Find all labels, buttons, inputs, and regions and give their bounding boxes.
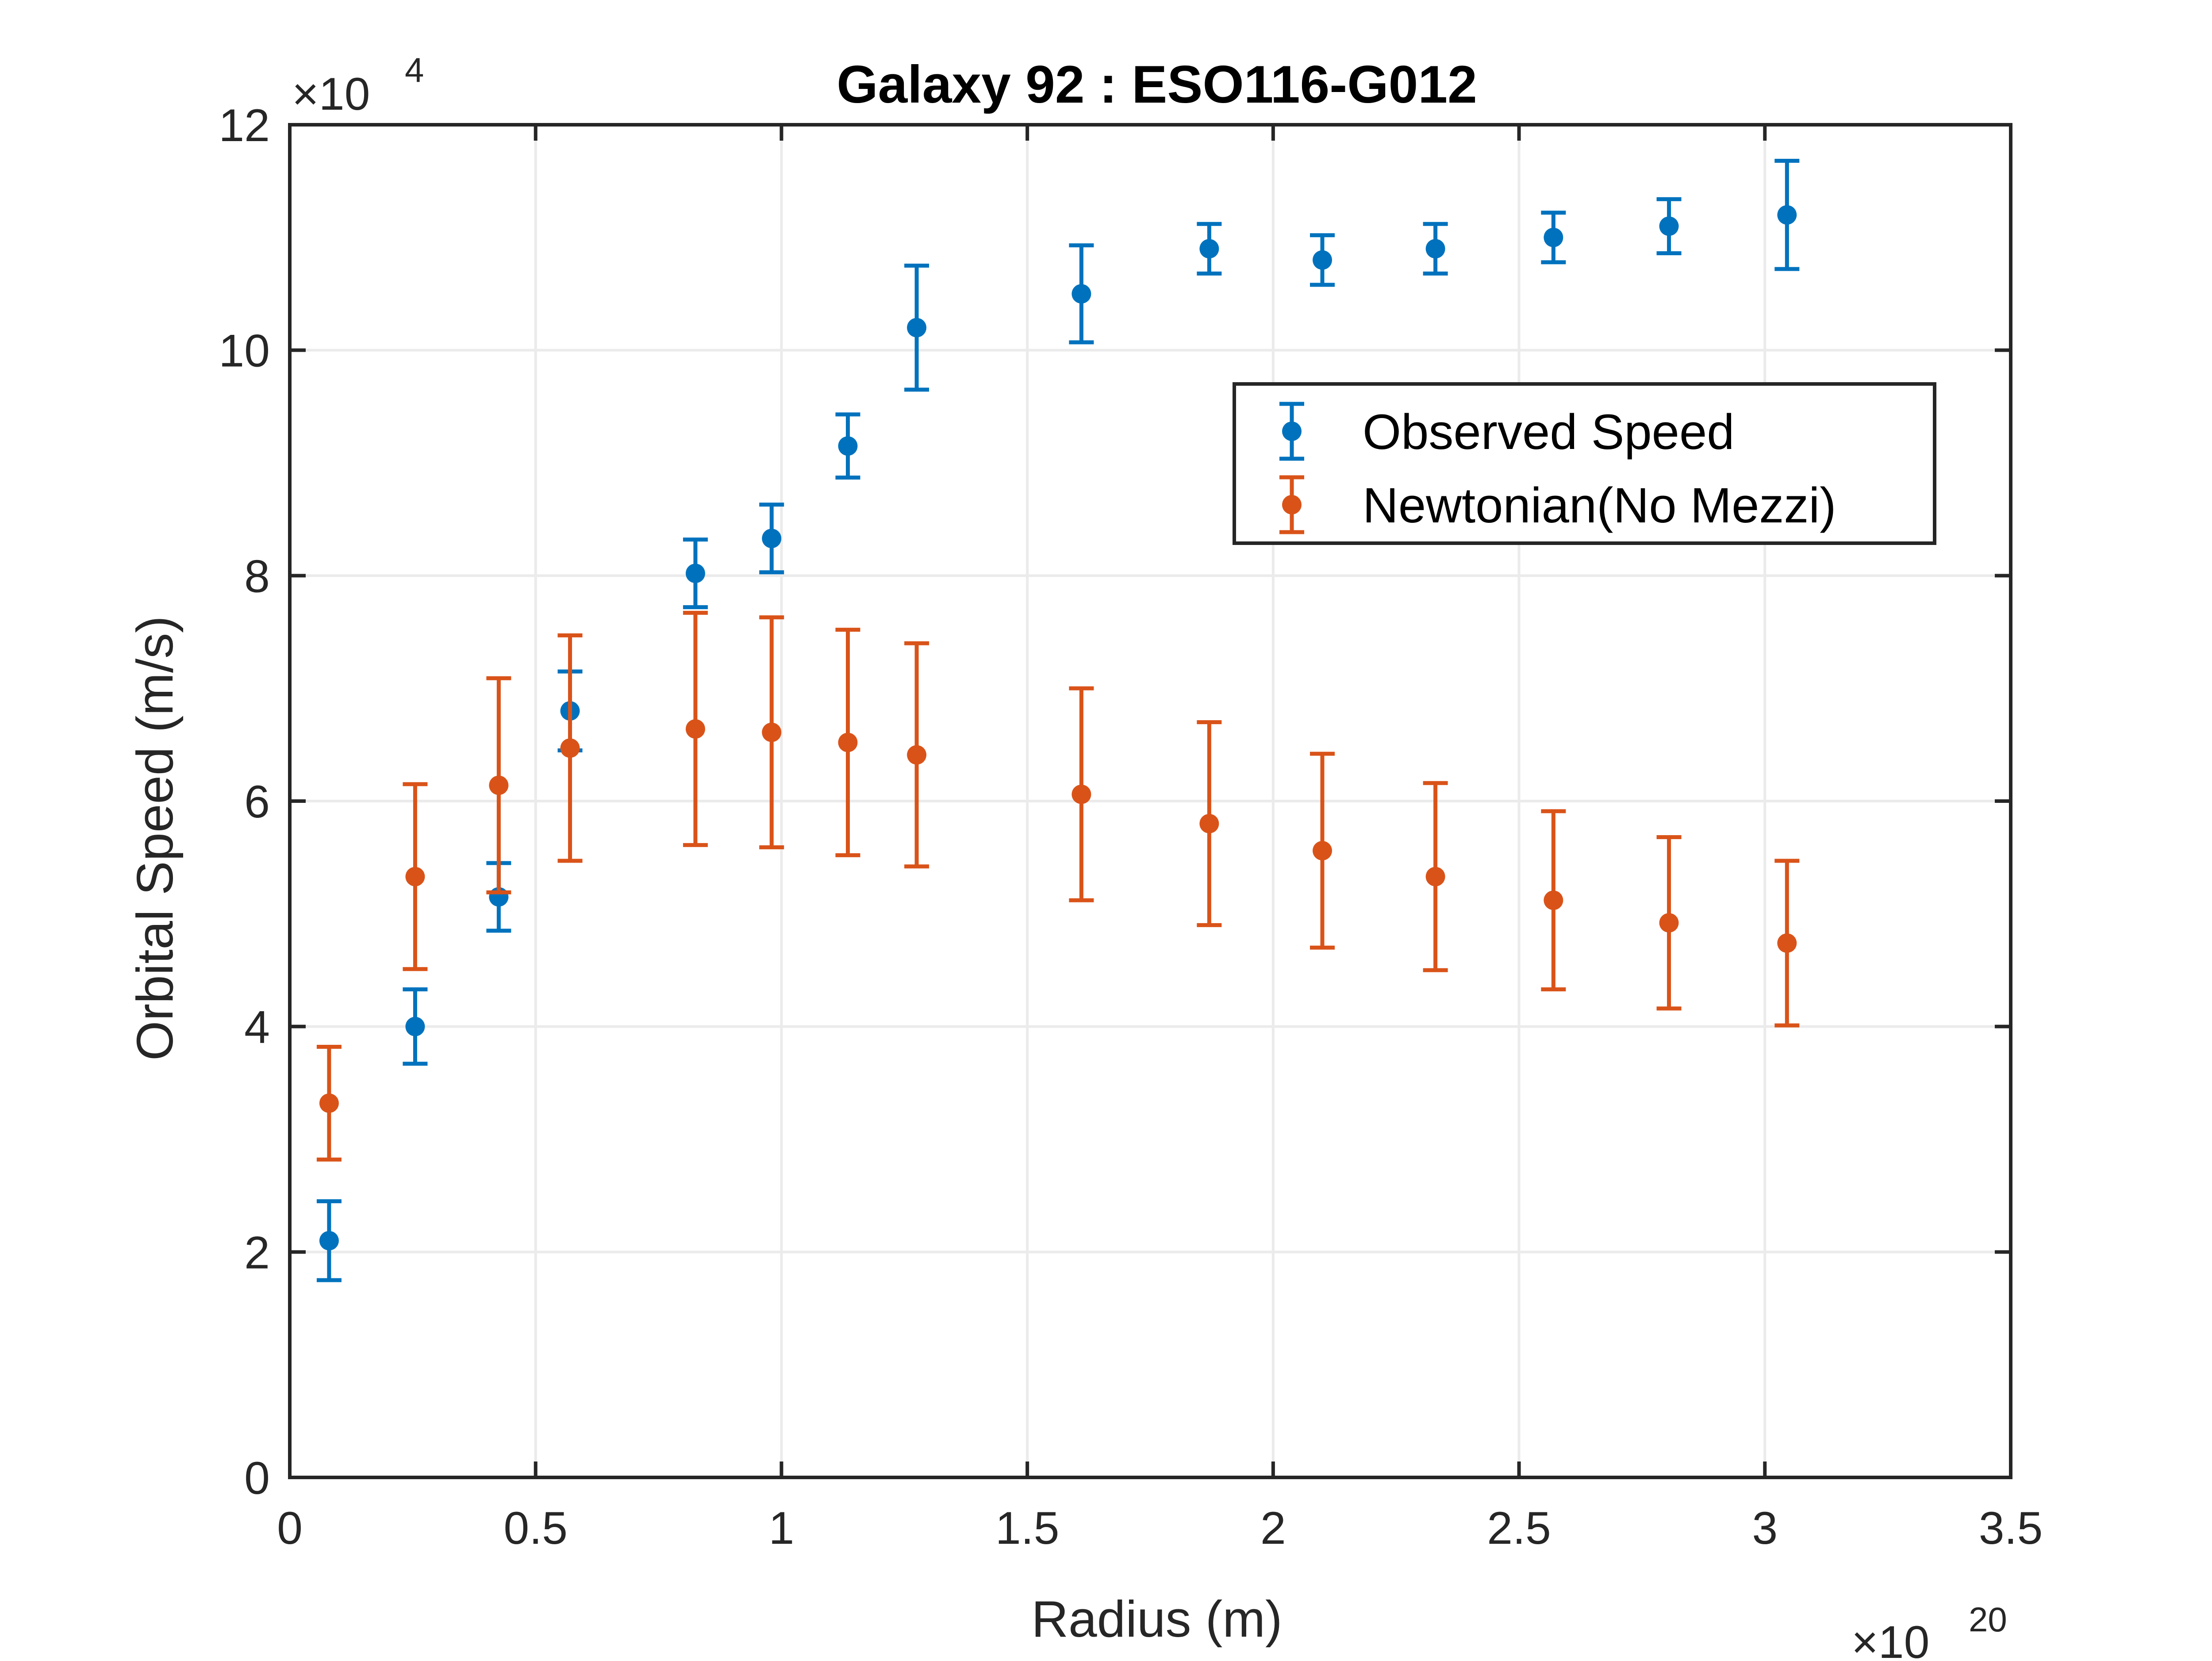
data-point (835, 412, 860, 480)
marker (319, 1231, 339, 1251)
y-tick-label: 2 (244, 1227, 270, 1278)
data-series (316, 159, 1800, 1282)
data-point (1423, 222, 1448, 276)
marker (1199, 813, 1219, 833)
marker (1425, 239, 1445, 259)
data-point (1069, 686, 1094, 902)
marker (1777, 205, 1797, 225)
marker (685, 564, 705, 583)
marker (1544, 890, 1563, 910)
legend-entries: Observed Speed Newtonian(No Mezzi) (1279, 402, 1836, 534)
data-point (904, 641, 929, 869)
marker (489, 775, 509, 795)
x-tick-label: 1.5 (995, 1503, 1060, 1554)
data-point (1423, 781, 1448, 972)
marker (838, 733, 858, 752)
y-axis-title: Orbital Speed (m/s) (126, 616, 184, 1061)
data-point (316, 1045, 342, 1162)
x-tick-label: 2 (1260, 1503, 1286, 1554)
y-exponent-base: ×10 (292, 69, 370, 120)
x-tick-label: 0.5 (503, 1503, 568, 1554)
x-tick-label: 0 (277, 1503, 303, 1554)
series-newtonian (316, 610, 1800, 1162)
data-point (1197, 720, 1222, 927)
data-point (683, 537, 708, 610)
axis-ticks (288, 123, 2012, 1479)
x-tick-label: 2.5 (1487, 1503, 1551, 1554)
y-tick-label: 6 (244, 776, 270, 828)
marker (1659, 913, 1679, 933)
data-point (1069, 243, 1094, 345)
x-tick-label: 3.5 (1979, 1503, 2043, 1554)
marker (319, 1093, 339, 1113)
data-point (403, 782, 428, 971)
data-point (1656, 197, 1682, 256)
y-tick-label: 8 (244, 551, 270, 602)
data-point (1656, 835, 1682, 1011)
data-point (316, 1199, 342, 1282)
x-tick-label: 3 (1752, 1503, 1778, 1554)
y-tick-label: 10 (219, 326, 270, 377)
marker (1659, 216, 1679, 236)
data-point (1310, 233, 1335, 287)
data-point (683, 610, 708, 847)
chart-title: Galaxy 92 : ESO116-G012 (837, 55, 1477, 114)
marker (838, 436, 858, 456)
legend: Observed Speed Newtonian(No Mezzi) (1233, 382, 1936, 545)
marker (405, 867, 425, 886)
data-point (835, 628, 860, 857)
x-axis-title: Radius (m) (1031, 1590, 1282, 1648)
legend-marker (1282, 422, 1302, 441)
marker (1199, 239, 1219, 259)
marker (907, 745, 927, 765)
marker (1313, 250, 1332, 270)
data-point (1197, 222, 1222, 276)
legend-marker (1282, 495, 1302, 514)
y-tick-label: 4 (244, 1002, 270, 1053)
data-point (557, 633, 583, 863)
marker (907, 318, 927, 338)
y-exponent-label: ×10 4 (292, 50, 424, 120)
marker (1313, 841, 1332, 861)
marker (762, 722, 782, 742)
y-tick-label: 0 (244, 1453, 270, 1504)
legend-item: Newtonian(No Mezzi) (1279, 475, 1836, 534)
data-point (403, 987, 428, 1066)
tick-labels: 0 0.5 1 1.5 2 2.5 3 3.5 0 2 4 6 8 10 12 (219, 100, 2043, 1554)
x-tick-label: 1 (769, 1503, 795, 1554)
marker (405, 1017, 425, 1036)
data-point (1774, 859, 1800, 1028)
data-point (1541, 809, 1566, 992)
data-point (759, 503, 784, 575)
marker (762, 529, 782, 549)
data-point (759, 615, 784, 849)
marker (1425, 867, 1445, 886)
marker (1071, 284, 1091, 304)
marker (560, 738, 580, 758)
y-exponent-power: 4 (405, 50, 424, 89)
legend-box (1233, 382, 1936, 545)
data-point (486, 676, 511, 894)
marker (685, 719, 705, 739)
marker (1071, 784, 1091, 804)
data-point (904, 264, 929, 392)
x-exponent-power: 20 (1969, 1600, 2007, 1639)
series-observed-speed (316, 159, 1800, 1282)
marker (1544, 227, 1563, 247)
data-point (1310, 752, 1335, 950)
legend-item: Observed Speed (1279, 402, 1735, 461)
x-exponent-label: ×10 20 (1851, 1600, 2007, 1661)
x-exponent-base: ×10 (1851, 1617, 1929, 1659)
data-point (1774, 159, 1800, 271)
data-point (1541, 211, 1566, 265)
marker (1777, 933, 1797, 953)
y-tick-label: 12 (219, 100, 270, 151)
legend-label: Newtonian(No Mezzi) (1363, 478, 1836, 533)
legend-label: Observed Speed (1363, 404, 1735, 460)
